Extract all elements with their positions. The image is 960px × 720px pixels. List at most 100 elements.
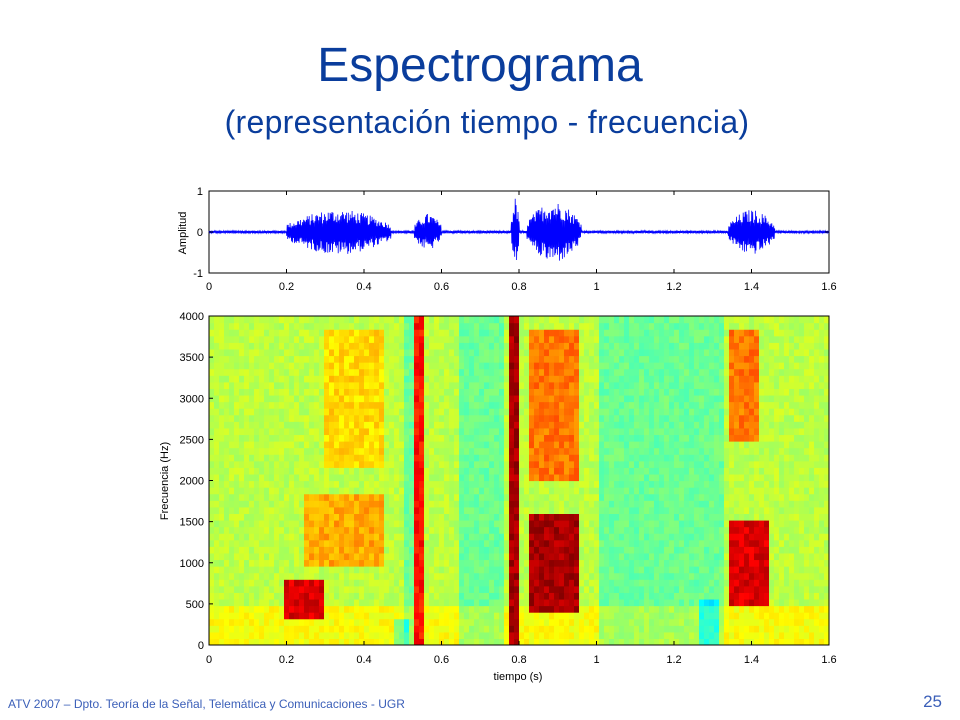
spectrogram-cell: [229, 546, 235, 554]
spectrogram-cell: [419, 368, 425, 376]
spectrogram-cell: [529, 546, 535, 554]
spectrogram-cell: [289, 414, 295, 422]
spectrogram-cell: [309, 579, 315, 587]
spectrogram-cell: [309, 566, 315, 574]
spectrogram-cell: [244, 408, 250, 416]
spectrogram-cell: [534, 500, 540, 508]
spectrogram-cell: [529, 638, 535, 645]
spectrogram-cell: [284, 552, 290, 561]
spectrogram-cell: [509, 592, 515, 600]
spectrogram-cell: [389, 487, 395, 495]
spectrogram-cell: [514, 473, 520, 482]
spectrogram-cell: [339, 526, 345, 534]
spectrogram-cell: [539, 598, 545, 607]
spectrogram-cell: [449, 460, 455, 468]
spectrogram-cell: [464, 434, 470, 442]
spectrogram-cell: [424, 605, 430, 613]
spectrogram-cell: [639, 329, 645, 337]
spectrogram-cell: [604, 605, 610, 613]
spectrogram-cell: [289, 631, 295, 640]
spectrogram-cell: [249, 487, 255, 495]
spectrogram-cell: [374, 375, 380, 383]
spectrogram-cell: [309, 625, 315, 633]
spectrogram-cell: [434, 533, 440, 541]
spectrogram-cell: [519, 618, 525, 626]
spectrogram-cell: [589, 519, 595, 528]
spectrogram-cell: [239, 454, 245, 462]
spectrogram-cell: [429, 559, 435, 567]
spectrogram-cell: [364, 454, 370, 462]
spectrogram-cell: [389, 552, 395, 561]
spectrogram-cell: [464, 552, 470, 561]
spectrogram-cell: [364, 316, 370, 324]
spectrogram-cell: [449, 342, 455, 350]
spectrogram-cell: [489, 605, 495, 613]
spectrogram-cell: [499, 427, 505, 436]
spectrogram-cell: [689, 473, 695, 482]
spectrogram-cell: [449, 506, 455, 514]
spectrogram-cell: [589, 612, 595, 620]
spectrogram-cell: [349, 631, 355, 640]
spectrogram-cell: [684, 355, 690, 363]
spectrogram-cell: [504, 381, 510, 389]
spectrogram-cell: [354, 572, 360, 580]
spectrogram-cell: [629, 552, 635, 561]
spectrogram-cell: [604, 559, 610, 567]
spectrogram-cell: [559, 513, 565, 521]
spectrogram-cell: [614, 394, 620, 403]
spectrogram-cell: [384, 500, 390, 508]
spectrogram-cell: [334, 487, 340, 495]
spectrogram-cell: [669, 394, 675, 403]
spectrogram-cell: [234, 618, 240, 626]
spectrogram-cell: [349, 598, 355, 607]
spectrogram-cell: [639, 612, 645, 620]
spectrogram-cell: [504, 500, 510, 508]
spectrogram-cell: [394, 585, 400, 593]
spectrogram-cell: [399, 342, 405, 350]
spectrogram-cell: [594, 329, 600, 337]
spectrogram-cell: [689, 625, 695, 633]
spectrogram-cell: [309, 316, 315, 324]
spectrogram-cell: [299, 552, 305, 561]
spectrogram-cell: [339, 625, 345, 633]
spectrogram-cell: [474, 362, 480, 370]
spectrogram-cell: [274, 539, 280, 547]
spectrogram-cell: [544, 566, 550, 574]
spectrogram-cell: [534, 401, 540, 409]
spectrogram-cell: [679, 579, 685, 587]
spectrogram-cell: [414, 533, 420, 541]
spectrogram-cell: [324, 467, 330, 475]
spectrogram-cell: [539, 513, 545, 521]
spectrogram-cell: [474, 585, 480, 593]
spectrogram-cell: [504, 552, 510, 561]
spectrogram-cell: [359, 355, 365, 363]
spectrogram-cell: [679, 368, 685, 376]
spectrogram-cell: [589, 322, 595, 330]
spectrogram-cell: [634, 631, 640, 640]
spectrogram-cell: [544, 572, 550, 580]
spectrogram-cell: [374, 441, 380, 449]
spectrogram-cell: [484, 473, 490, 482]
spectrogram-cell: [329, 427, 335, 436]
spectrogram-cell: [359, 618, 365, 626]
spectrogram-cell: [534, 618, 540, 626]
spectrogram-cell: [229, 434, 235, 442]
spectrogram-cell: [279, 566, 285, 574]
spectrogram-cell: [464, 566, 470, 574]
spectrogram-cell: [674, 441, 680, 449]
spectrogram-cell: [444, 414, 450, 422]
spectrogram-cell: [389, 638, 395, 645]
spectrogram-cell: [384, 559, 390, 567]
spectrogram-cell: [289, 513, 295, 521]
spectrogram-cell: [549, 552, 555, 561]
spectrogram-cell: [434, 434, 440, 442]
spectrogram-cell: [469, 414, 475, 422]
spectrogram-cell: [279, 598, 285, 607]
spectrogram-cell: [274, 447, 280, 455]
spectrogram-cell: [229, 473, 235, 482]
spectrogram-cell: [264, 546, 270, 554]
spectrogram-cell: [274, 546, 280, 554]
spectrogram-cell: [624, 342, 630, 350]
spectrogram-cell: [274, 342, 280, 350]
spectrogram-cell: [669, 414, 675, 422]
